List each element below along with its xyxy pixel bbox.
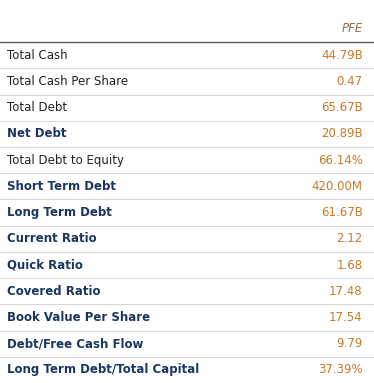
Text: Debt/Free Cash Flow: Debt/Free Cash Flow xyxy=(7,337,144,350)
Text: 9.79: 9.79 xyxy=(337,337,363,350)
Text: Total Debt: Total Debt xyxy=(7,101,68,114)
Text: PFE: PFE xyxy=(341,22,363,35)
Text: Long Term Debt: Long Term Debt xyxy=(7,206,112,219)
Text: Short Term Debt: Short Term Debt xyxy=(7,180,116,193)
Text: Long Term Debt/Total Capital: Long Term Debt/Total Capital xyxy=(7,363,200,376)
Text: Total Debt to Equity: Total Debt to Equity xyxy=(7,154,125,167)
Text: 17.54: 17.54 xyxy=(329,311,363,324)
Text: 44.79B: 44.79B xyxy=(321,49,363,62)
Text: 1.68: 1.68 xyxy=(337,259,363,272)
Text: Quick Ratio: Quick Ratio xyxy=(7,259,83,272)
Text: Current Ratio: Current Ratio xyxy=(7,232,97,245)
Text: Net Debt: Net Debt xyxy=(7,128,67,141)
Text: 37.39%: 37.39% xyxy=(318,363,363,376)
Text: 17.48: 17.48 xyxy=(329,285,363,298)
Text: Total Cash Per Share: Total Cash Per Share xyxy=(7,75,129,88)
Text: 20.89B: 20.89B xyxy=(321,128,363,141)
Text: 0.47: 0.47 xyxy=(337,75,363,88)
Text: Total Cash: Total Cash xyxy=(7,49,68,62)
Text: 61.67B: 61.67B xyxy=(321,206,363,219)
Text: Book Value Per Share: Book Value Per Share xyxy=(7,311,151,324)
Text: 66.14%: 66.14% xyxy=(318,154,363,167)
Text: 420.00M: 420.00M xyxy=(312,180,363,193)
Text: 2.12: 2.12 xyxy=(337,232,363,245)
Text: 65.67B: 65.67B xyxy=(321,101,363,114)
Text: Covered Ratio: Covered Ratio xyxy=(7,285,101,298)
